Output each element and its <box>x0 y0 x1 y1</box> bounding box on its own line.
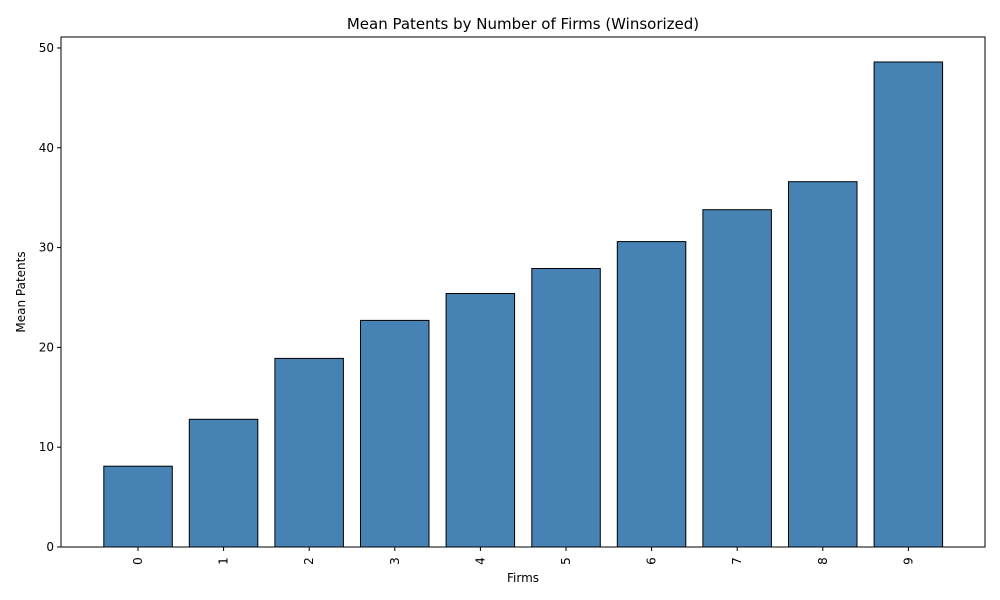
bar-8 <box>789 182 858 547</box>
y-tick-label: 40 <box>39 141 54 155</box>
x-tick-label: 3 <box>388 557 402 565</box>
y-axis-label: Mean Patents <box>14 251 28 332</box>
x-tick-label: 8 <box>816 557 830 565</box>
bar-6 <box>617 242 686 547</box>
x-tick-label: 6 <box>645 557 659 565</box>
y-tick-label: 30 <box>39 241 54 255</box>
bar-0 <box>104 466 173 547</box>
x-tick-label: 9 <box>901 557 915 565</box>
bar-7 <box>703 210 772 547</box>
x-tick-label: 7 <box>730 557 744 565</box>
x-tick-label: 1 <box>217 557 231 565</box>
chart-title: Mean Patents by Number of Firms (Winsori… <box>347 15 699 33</box>
x-tick-label: 4 <box>473 557 487 565</box>
bar-1 <box>189 419 257 547</box>
bar-5 <box>532 269 601 548</box>
y-tick-label: 20 <box>39 340 54 354</box>
bar-3 <box>361 320 430 547</box>
y-tick-label: 10 <box>39 440 54 454</box>
bar-2 <box>275 358 344 547</box>
x-tick-label: 2 <box>302 557 316 565</box>
x-tick-label: 5 <box>559 557 573 565</box>
y-tick-label: 50 <box>39 41 54 55</box>
bars <box>104 62 943 547</box>
x-axis-label: Firms <box>507 571 539 585</box>
y-axis: 0 10 20 30 40 50 <box>39 41 61 554</box>
bar-9 <box>874 62 943 547</box>
x-tick-label: 0 <box>131 557 145 565</box>
y-tick-label: 0 <box>46 540 54 554</box>
bar-4 <box>446 294 514 548</box>
x-axis: 0 1 2 3 4 5 6 7 8 9 <box>131 547 915 565</box>
